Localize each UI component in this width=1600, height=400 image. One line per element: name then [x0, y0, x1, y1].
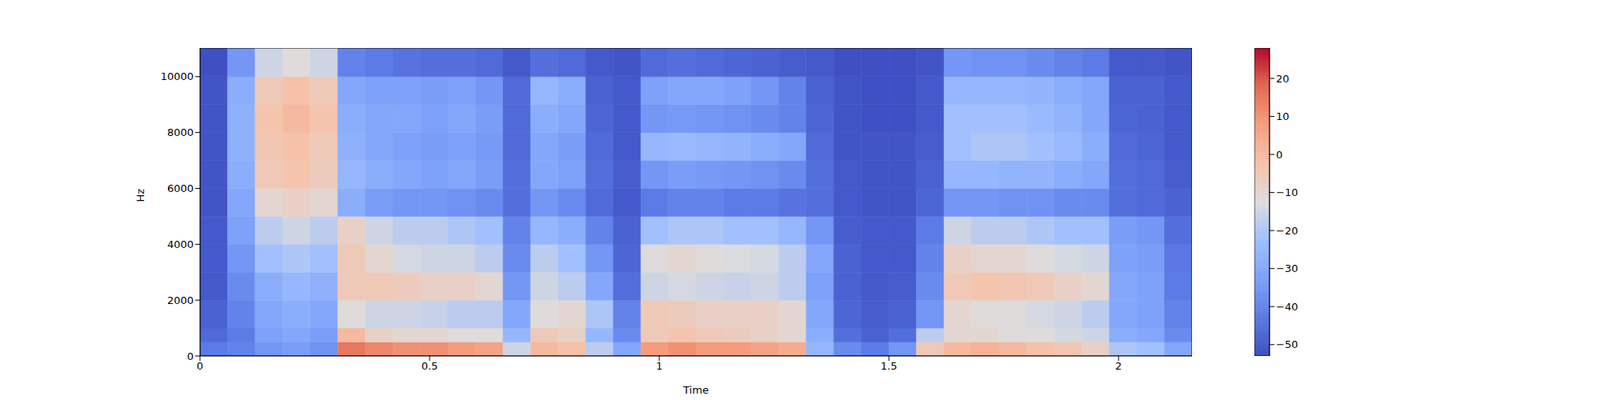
svg-text:0.5: 0.5	[421, 360, 439, 372]
svg-text:0: 0	[196, 360, 204, 372]
svg-text:10000: 10000	[160, 70, 194, 83]
svg-text:8000: 8000	[167, 126, 194, 139]
svg-text:0: 0	[187, 350, 194, 363]
svg-text:4000: 4000	[167, 238, 194, 251]
svg-text:Hz: Hz	[134, 188, 147, 203]
svg-text:Time: Time	[682, 384, 709, 396]
svg-text:1.5: 1.5	[880, 360, 898, 372]
svg-text:2: 2	[1115, 360, 1122, 372]
svg-text:−40: −40	[1276, 300, 1298, 313]
svg-text:20: 20	[1276, 72, 1290, 85]
svg-text:−50: −50	[1276, 338, 1298, 351]
svg-text:2000: 2000	[167, 294, 194, 307]
svg-text:1: 1	[656, 360, 663, 372]
svg-text:−30: −30	[1276, 262, 1298, 275]
svg-text:10: 10	[1276, 110, 1290, 123]
svg-text:6000: 6000	[167, 182, 194, 195]
svg-text:−20: −20	[1276, 224, 1298, 237]
svg-text:−10: −10	[1276, 186, 1298, 199]
svg-text:0: 0	[1276, 148, 1283, 161]
